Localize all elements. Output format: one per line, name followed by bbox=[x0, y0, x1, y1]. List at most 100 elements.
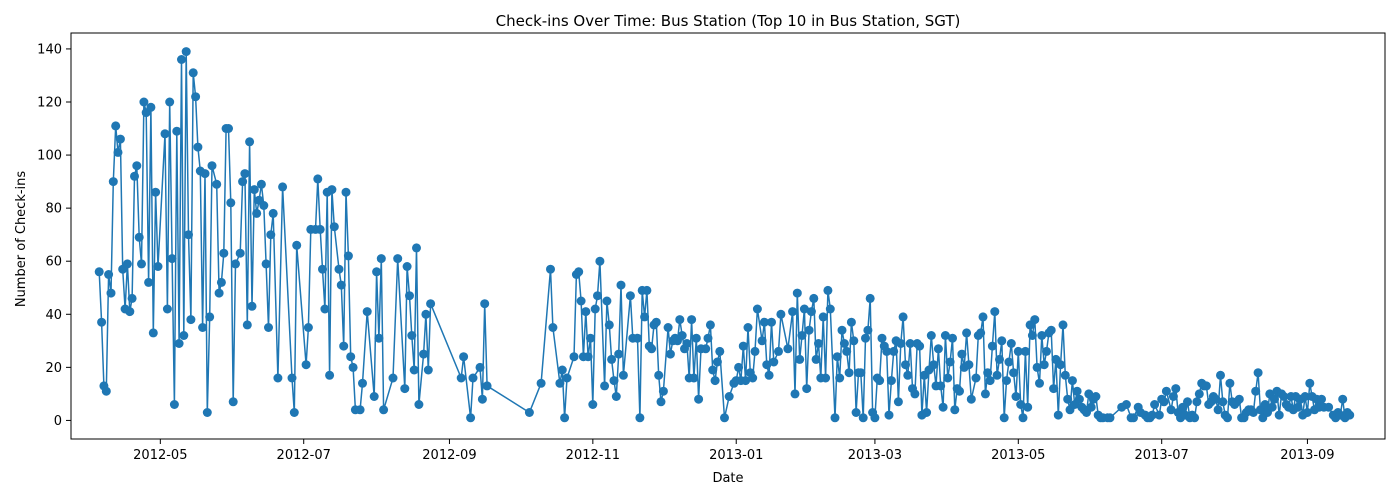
data-point bbox=[414, 400, 424, 409]
data-point bbox=[651, 317, 661, 327]
data-point bbox=[795, 354, 805, 364]
data-point bbox=[402, 262, 412, 271]
data-point bbox=[1166, 405, 1176, 415]
data-point bbox=[287, 373, 297, 383]
data-point bbox=[950, 405, 960, 415]
data-point bbox=[130, 171, 139, 181]
data-point bbox=[762, 360, 772, 370]
data-point bbox=[327, 185, 337, 195]
data-point bbox=[936, 381, 946, 391]
data-point bbox=[536, 378, 546, 388]
data-point bbox=[256, 179, 266, 189]
data-point bbox=[1293, 402, 1303, 412]
data-point bbox=[905, 339, 915, 348]
data-point bbox=[976, 328, 986, 338]
x-axis-label: Date bbox=[712, 471, 743, 486]
data-point bbox=[957, 349, 967, 359]
data-point bbox=[851, 408, 861, 417]
data-point bbox=[708, 365, 718, 375]
data-point bbox=[184, 230, 193, 240]
data-point bbox=[607, 354, 617, 364]
data-point bbox=[752, 304, 762, 314]
y-tick-label: 20 bbox=[45, 361, 62, 376]
data-point bbox=[355, 405, 365, 415]
data-point bbox=[1154, 410, 1164, 420]
data-point bbox=[635, 413, 645, 423]
data-point bbox=[769, 357, 779, 367]
data-point bbox=[165, 97, 175, 107]
data-point bbox=[212, 179, 222, 189]
data-point bbox=[940, 331, 950, 340]
x-tick-label: 2013-09 bbox=[1280, 448, 1334, 463]
data-point bbox=[842, 346, 852, 356]
data-point bbox=[1058, 320, 1068, 330]
data-point bbox=[393, 254, 403, 264]
data-point bbox=[1011, 392, 1021, 401]
data-point bbox=[875, 376, 885, 386]
data-point bbox=[1150, 400, 1160, 409]
y-tick-label: 100 bbox=[37, 149, 62, 164]
data-point bbox=[172, 126, 182, 136]
data-point bbox=[301, 360, 311, 370]
data-point bbox=[656, 397, 666, 407]
data-point bbox=[1091, 392, 1101, 401]
data-point bbox=[477, 394, 487, 404]
x-tick-label: 2012-09 bbox=[422, 448, 476, 463]
data-point bbox=[181, 47, 191, 57]
x-tick-label: 2012-11 bbox=[566, 448, 620, 463]
data-point bbox=[675, 315, 685, 325]
data-point bbox=[948, 333, 957, 343]
data-point bbox=[640, 312, 650, 322]
data-point bbox=[933, 344, 943, 354]
data-point bbox=[374, 333, 384, 343]
y-tick-label: 60 bbox=[45, 255, 62, 270]
data-point bbox=[804, 325, 814, 335]
data-point bbox=[369, 392, 379, 401]
data-point bbox=[724, 392, 734, 401]
data-point bbox=[97, 317, 107, 327]
data-point bbox=[903, 370, 913, 380]
data-point bbox=[616, 280, 626, 290]
data-point bbox=[818, 312, 828, 322]
data-point bbox=[712, 357, 722, 367]
data-point bbox=[261, 259, 271, 269]
data-point bbox=[743, 323, 753, 332]
data-point bbox=[901, 360, 910, 370]
data-point bbox=[966, 394, 976, 404]
data-point bbox=[1159, 397, 1169, 407]
y-axis-label: Number of Check-ins bbox=[14, 171, 29, 308]
y-tick-label: 40 bbox=[45, 308, 62, 323]
data-point bbox=[990, 307, 1000, 317]
data-point bbox=[1194, 389, 1204, 399]
data-point bbox=[235, 248, 245, 258]
data-point bbox=[238, 177, 248, 187]
data-point bbox=[456, 373, 466, 383]
data-point bbox=[665, 349, 675, 359]
data-point bbox=[177, 55, 186, 64]
data-point bbox=[790, 389, 800, 399]
data-point bbox=[1063, 394, 1073, 404]
data-point bbox=[106, 288, 116, 298]
data-point bbox=[832, 352, 842, 362]
data-point bbox=[962, 328, 972, 338]
data-point bbox=[1302, 408, 1312, 417]
data-point bbox=[945, 357, 955, 367]
data-point bbox=[1305, 378, 1315, 388]
data-point bbox=[1201, 381, 1211, 391]
data-point bbox=[216, 277, 226, 287]
data-point bbox=[691, 333, 701, 343]
data-point bbox=[346, 352, 356, 362]
data-point bbox=[466, 413, 476, 423]
data-point bbox=[1049, 384, 1059, 394]
data-point bbox=[583, 352, 593, 362]
data-point bbox=[1251, 386, 1261, 396]
data-point bbox=[174, 339, 184, 348]
data-point bbox=[581, 307, 591, 317]
data-point bbox=[325, 370, 335, 380]
data-point bbox=[738, 341, 748, 351]
data-point bbox=[618, 370, 628, 380]
data-point bbox=[926, 331, 936, 340]
data-point bbox=[1105, 413, 1115, 423]
data-point bbox=[1030, 315, 1040, 325]
data-point bbox=[1279, 392, 1289, 401]
